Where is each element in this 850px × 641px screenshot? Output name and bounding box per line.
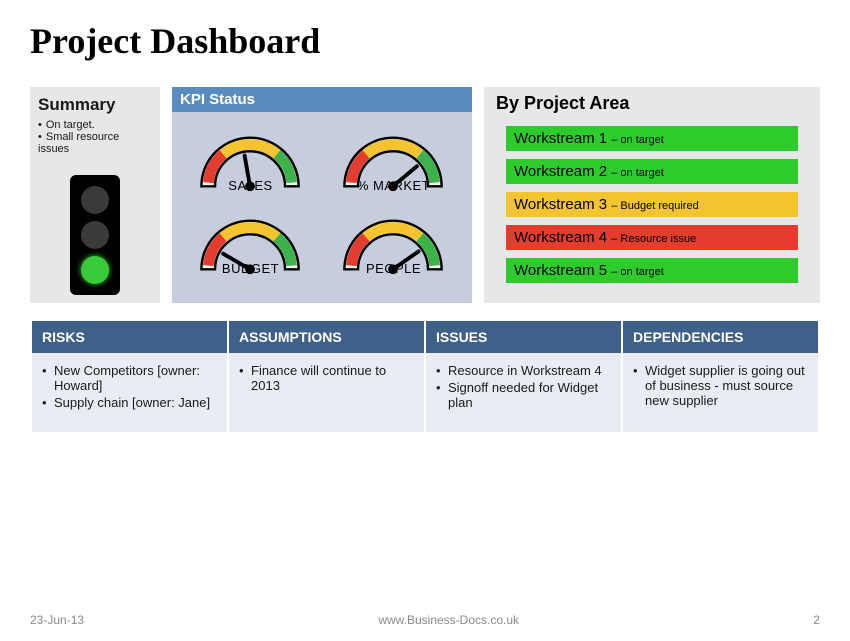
workstream-item: Workstream 3 – Budget required bbox=[506, 192, 798, 217]
raid-table: RISKSASSUMPTIONSISSUESDEPENDENCIES New C… bbox=[30, 321, 820, 432]
raid-header: ASSUMPTIONS bbox=[229, 321, 424, 353]
workstream-status: – Budget required bbox=[611, 200, 698, 212]
gauge: % MARKET bbox=[327, 126, 460, 193]
raid-item: Widget supplier is going out of business… bbox=[633, 363, 808, 408]
workstream-name: Workstream 4 bbox=[514, 229, 611, 246]
gauge: BUDGET bbox=[184, 209, 317, 276]
raid-header-row: RISKSASSUMPTIONSISSUESDEPENDENCIES bbox=[32, 321, 818, 353]
top-row: Summary On target. Small resource issues… bbox=[30, 87, 820, 303]
page-title: Project Dashboard bbox=[30, 20, 820, 62]
gauge-label: PEOPLE bbox=[366, 261, 421, 276]
footer-source: www.Business-Docs.co.uk bbox=[378, 613, 519, 627]
workstream-name: Workstream 3 bbox=[514, 196, 611, 213]
gauge-label: % MARKET bbox=[357, 178, 430, 193]
kpi-gauges: SALES % MARKET BUDGET PEOPLE bbox=[172, 112, 472, 294]
area-panel: By Project Area Workstream 1 – on target… bbox=[484, 87, 820, 303]
workstream-item: Workstream 4 – Resource issue bbox=[506, 225, 798, 250]
raid-item: Supply chain [owner: Jane] bbox=[42, 395, 217, 410]
gauge-label: SALES bbox=[228, 178, 272, 193]
workstream-status: – Resource issue bbox=[611, 233, 696, 245]
traffic-light-green bbox=[81, 256, 109, 284]
area-heading: By Project Area bbox=[496, 93, 810, 114]
footer: 23-Jun-13 www.Business-Docs.co.uk 2 bbox=[30, 613, 820, 627]
summary-item: Small resource issues bbox=[38, 131, 152, 155]
raid-item: New Competitors [owner: Howard] bbox=[42, 363, 217, 393]
workstream-name: Workstream 1 bbox=[514, 130, 611, 147]
summary-heading: Summary bbox=[38, 95, 152, 115]
gauge: SALES bbox=[184, 126, 317, 193]
workstream-item: Workstream 5 – on target bbox=[506, 258, 798, 283]
raid-item: Resource in Workstream 4 bbox=[436, 363, 611, 378]
footer-date: 23-Jun-13 bbox=[30, 613, 84, 627]
raid-cell: Resource in Workstream 4 Signoff needed f… bbox=[426, 353, 621, 432]
gauge: PEOPLE bbox=[327, 209, 460, 276]
workstream-status: – on target bbox=[611, 134, 664, 146]
summary-panel: Summary On target. Small resource issues bbox=[30, 87, 160, 303]
raid-cell: New Competitors [owner: Howard] Supply ch… bbox=[32, 353, 227, 432]
workstream-item: Workstream 2 – on target bbox=[506, 159, 798, 184]
kpi-heading: KPI Status bbox=[172, 87, 472, 112]
workstream-name: Workstream 2 bbox=[514, 163, 611, 180]
raid-header: DEPENDENCIES bbox=[623, 321, 818, 353]
traffic-light-amber bbox=[81, 221, 109, 249]
workstream-item: Workstream 1 – on target bbox=[506, 126, 798, 151]
gauge-label: BUDGET bbox=[222, 261, 279, 276]
raid-cell: Finance will continue to 2013 bbox=[229, 353, 424, 432]
workstream-list: Workstream 1 – on targetWorkstream 2 – o… bbox=[494, 126, 810, 283]
summary-item: On target. bbox=[38, 119, 152, 131]
raid-item: Finance will continue to 2013 bbox=[239, 363, 414, 393]
kpi-panel: KPI Status SALES % MARKET BUDGET PEOPLE bbox=[172, 87, 472, 303]
summary-list: On target. Small resource issues bbox=[38, 119, 152, 155]
raid-cell: Widget supplier is going out of business… bbox=[623, 353, 818, 432]
raid-header: RISKS bbox=[32, 321, 227, 353]
workstream-status: – on target bbox=[611, 167, 664, 179]
raid-body-row: New Competitors [owner: Howard] Supply ch… bbox=[32, 353, 818, 432]
footer-page: 2 bbox=[813, 613, 820, 627]
traffic-light-red bbox=[81, 186, 109, 214]
workstream-name: Workstream 5 bbox=[514, 262, 611, 279]
traffic-light-icon bbox=[70, 175, 120, 295]
raid-header: ISSUES bbox=[426, 321, 621, 353]
raid-item: Signoff needed for Widget plan bbox=[436, 380, 611, 410]
workstream-status: – on target bbox=[611, 266, 664, 278]
